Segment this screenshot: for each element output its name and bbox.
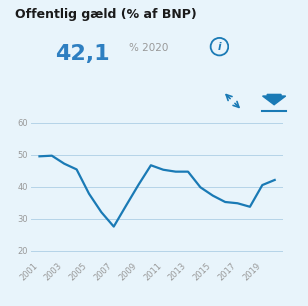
Text: % 2020: % 2020 (129, 43, 169, 54)
FancyArrow shape (262, 94, 286, 105)
Text: i: i (218, 42, 221, 52)
Text: 42,1: 42,1 (55, 44, 110, 64)
Text: Offentlig gæld (% af BNP): Offentlig gæld (% af BNP) (15, 8, 197, 21)
